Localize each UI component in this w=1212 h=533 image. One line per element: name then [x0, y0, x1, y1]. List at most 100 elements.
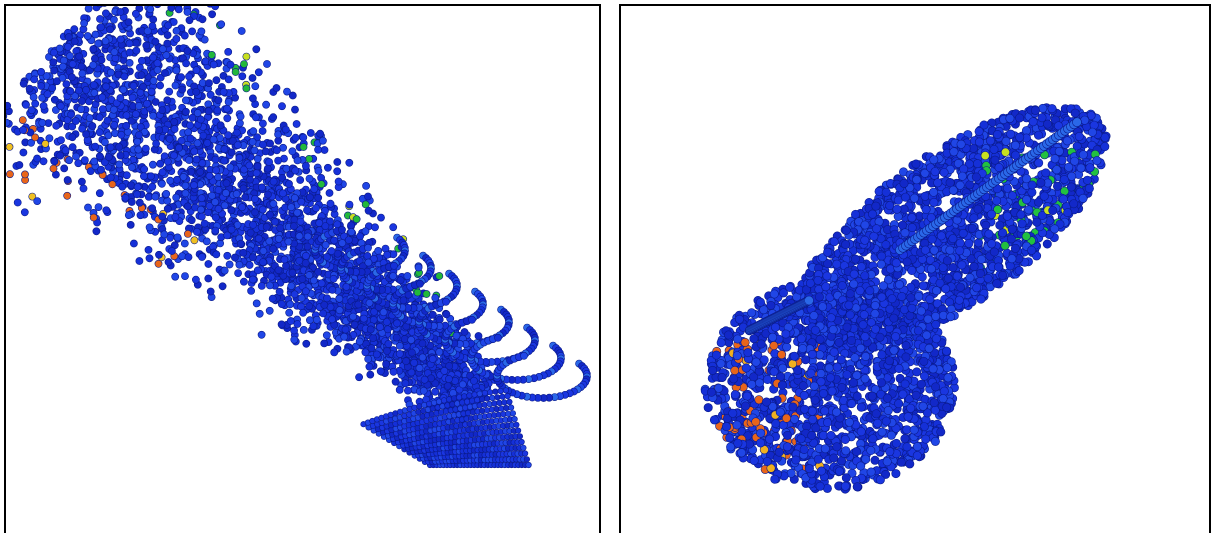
- point: [172, 273, 179, 280]
- point: [322, 223, 329, 230]
- point: [494, 334, 501, 341]
- point: [321, 340, 328, 347]
- point: [315, 146, 322, 153]
- point: [259, 141, 266, 148]
- point: [154, 67, 161, 74]
- point: [77, 106, 84, 113]
- point: [83, 86, 90, 93]
- point: [136, 199, 143, 206]
- point: [223, 180, 230, 187]
- point: [68, 111, 75, 118]
- point: [135, 146, 142, 153]
- point: [152, 98, 159, 105]
- point: [191, 237, 198, 244]
- point: [336, 295, 343, 302]
- point: [144, 28, 151, 35]
- point: [459, 381, 466, 388]
- point: [383, 360, 390, 367]
- point: [279, 190, 286, 197]
- point: [85, 5, 92, 12]
- point: [212, 199, 219, 206]
- point: [498, 388, 504, 394]
- point: [258, 331, 265, 338]
- point: [159, 213, 166, 220]
- point: [86, 114, 93, 121]
- point: [514, 422, 520, 428]
- point: [166, 88, 173, 95]
- point: [282, 126, 289, 133]
- point: [526, 462, 532, 468]
- point: [96, 129, 103, 136]
- point: [96, 153, 103, 160]
- point: [69, 144, 76, 151]
- point: [49, 85, 56, 92]
- point: [404, 387, 411, 394]
- point: [306, 155, 313, 162]
- point: [443, 311, 450, 318]
- point: [507, 399, 513, 405]
- point: [304, 243, 311, 250]
- point: [482, 390, 488, 396]
- point: [252, 83, 259, 90]
- point: [240, 185, 247, 192]
- point: [81, 157, 88, 164]
- point: [247, 229, 254, 236]
- point: [67, 88, 74, 95]
- point: [19, 117, 26, 124]
- point: [366, 363, 373, 370]
- point: [220, 88, 227, 95]
- point: [291, 106, 298, 113]
- point: [416, 365, 423, 372]
- point: [219, 283, 226, 290]
- point: [307, 129, 314, 136]
- point: [297, 176, 304, 183]
- point: [170, 152, 177, 159]
- point: [479, 397, 485, 403]
- point: [704, 403, 712, 411]
- point: [21, 171, 28, 178]
- point: [291, 336, 298, 343]
- point: [149, 161, 156, 168]
- point: [249, 138, 256, 145]
- point: [484, 396, 490, 402]
- point: [213, 167, 220, 174]
- point: [266, 307, 273, 314]
- point: [78, 63, 85, 70]
- point: [145, 193, 152, 200]
- point: [215, 174, 222, 181]
- point: [146, 224, 153, 231]
- point: [50, 165, 57, 172]
- point: [276, 288, 283, 295]
- point: [233, 190, 240, 197]
- point: [290, 223, 297, 230]
- point: [83, 131, 90, 138]
- point: [445, 375, 452, 382]
- point: [331, 237, 338, 244]
- point: [346, 159, 353, 166]
- point: [125, 212, 132, 219]
- point: [182, 190, 189, 197]
- point: [270, 200, 277, 207]
- point: [226, 261, 233, 268]
- point: [84, 204, 91, 211]
- point: [212, 214, 219, 221]
- point: [474, 397, 480, 403]
- point: [275, 157, 282, 164]
- point: [292, 134, 299, 141]
- point: [109, 181, 116, 188]
- point: [217, 122, 224, 129]
- point: [255, 235, 262, 242]
- point: [212, 156, 219, 163]
- point: [253, 170, 260, 177]
- point: [370, 334, 377, 341]
- point: [500, 394, 506, 400]
- point: [320, 310, 327, 317]
- point: [348, 222, 355, 229]
- point: [121, 73, 128, 80]
- point: [141, 166, 148, 173]
- point: [331, 349, 338, 356]
- point: [467, 393, 473, 399]
- point: [34, 198, 41, 205]
- point: [303, 207, 310, 214]
- point: [117, 94, 124, 101]
